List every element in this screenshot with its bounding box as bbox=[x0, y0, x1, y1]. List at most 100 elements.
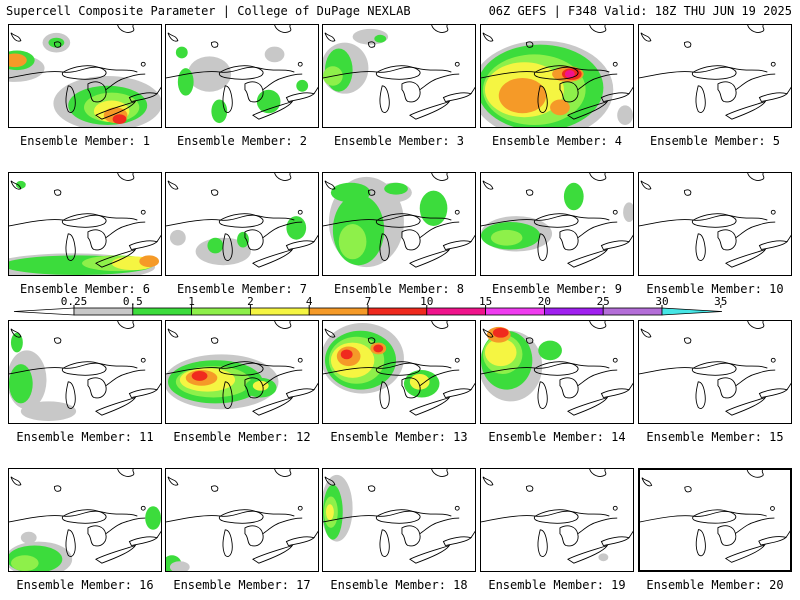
header-left-title: Supercell Composite Parameter | College … bbox=[6, 4, 411, 18]
basemap-outline bbox=[408, 544, 451, 564]
scp-contour-orange bbox=[498, 77, 547, 114]
basemap-outline bbox=[65, 529, 76, 557]
basemap-outline bbox=[222, 529, 233, 557]
scp-contour-green bbox=[48, 37, 65, 48]
basemap-outline bbox=[313, 86, 318, 94]
basemap-outline bbox=[274, 173, 292, 181]
basemap-outline bbox=[105, 221, 146, 239]
colorbar-tick-label: 35 bbox=[714, 296, 727, 308]
basemap-outline bbox=[285, 536, 315, 546]
basemap-outline bbox=[167, 476, 179, 486]
ensemble-member-14-label: Ensemble Member: 14 bbox=[488, 430, 626, 444]
basemap-outline bbox=[166, 510, 295, 523]
basemap-outline bbox=[324, 32, 336, 42]
basemap-outline bbox=[53, 485, 62, 492]
basemap-outline bbox=[482, 32, 494, 42]
ensemble-member-11-label: Ensemble Member: 11 bbox=[16, 430, 154, 444]
scp-contour-green bbox=[563, 182, 584, 211]
basemap-outline bbox=[747, 173, 765, 181]
basemap-outline bbox=[785, 530, 790, 538]
ensemble-member-3-label: Ensemble Member: 3 bbox=[333, 134, 465, 148]
scp-contour-red bbox=[191, 371, 208, 381]
colorbar-tick-label: 7 bbox=[365, 296, 372, 308]
basemap-outline bbox=[408, 396, 451, 416]
basemap-outline bbox=[747, 321, 765, 329]
basemap-outline bbox=[683, 337, 692, 344]
basemap-outline bbox=[65, 233, 76, 261]
basemap-outline bbox=[481, 510, 610, 523]
basemap-outline bbox=[481, 66, 610, 79]
basemap-outline bbox=[210, 189, 219, 196]
scp-contour-green bbox=[175, 46, 188, 59]
basemap-outline bbox=[251, 100, 294, 120]
ensemble-member-20-label: Ensemble Member: 20 bbox=[646, 578, 784, 592]
basemap-outline bbox=[140, 505, 146, 511]
basemap-outline bbox=[53, 337, 62, 344]
scp-contour-gray bbox=[20, 531, 37, 544]
basemap-outline bbox=[210, 41, 219, 48]
basemap-outline bbox=[566, 396, 609, 416]
basemap-outline bbox=[297, 505, 303, 511]
ensemble-member-8-map bbox=[322, 172, 476, 276]
scp-contour-red bbox=[492, 327, 509, 338]
basemap-outline bbox=[156, 382, 161, 390]
basemap-outline bbox=[401, 81, 421, 103]
basemap-outline bbox=[408, 100, 451, 120]
basemap-outline bbox=[166, 66, 295, 79]
basemap-outline bbox=[218, 509, 264, 524]
scp-contour-yellow bbox=[409, 373, 430, 390]
basemap-outline bbox=[612, 357, 618, 363]
basemap-outline bbox=[94, 248, 137, 268]
basemap-outline bbox=[589, 25, 607, 33]
basemap-outline bbox=[94, 100, 137, 120]
basemap-outline bbox=[401, 525, 421, 547]
basemap-outline bbox=[251, 396, 294, 416]
basemap-outline bbox=[770, 209, 776, 215]
basemap-outline bbox=[537, 233, 548, 261]
basemap-outline bbox=[533, 213, 579, 228]
basemap-outline bbox=[313, 382, 318, 390]
basemap-outline bbox=[218, 213, 264, 228]
basemap-outline bbox=[717, 81, 737, 103]
ensemble-member-6-map bbox=[8, 172, 162, 276]
basemap-outline bbox=[724, 544, 766, 563]
ensemble-member-4-map bbox=[480, 24, 634, 128]
basemap-outline bbox=[442, 536, 472, 546]
scp-contour-orange bbox=[9, 53, 27, 68]
basemap-outline bbox=[525, 189, 534, 196]
basemap-outline bbox=[262, 369, 303, 387]
basemap-outline bbox=[313, 234, 318, 242]
basemap-outline bbox=[442, 240, 472, 250]
scp-contour-green bbox=[237, 231, 249, 248]
colorbar-segment bbox=[426, 307, 486, 316]
colorbar-segment bbox=[602, 307, 663, 316]
ensemble-member-15-label: Ensemble Member: 15 bbox=[646, 430, 784, 444]
basemap-outline bbox=[566, 248, 609, 268]
basemap-outline bbox=[222, 233, 233, 261]
basemap-outline bbox=[167, 328, 179, 338]
basemap-outline bbox=[600, 388, 630, 398]
ensemble-member-5-label: Ensemble Member: 5 bbox=[649, 134, 781, 148]
basemap-outline bbox=[117, 173, 135, 181]
basemap-outline bbox=[695, 85, 706, 113]
basemap-outline bbox=[600, 92, 630, 102]
scp-contour-lightgreen bbox=[10, 555, 39, 571]
basemap-outline bbox=[61, 361, 107, 376]
scp-contour-green bbox=[15, 180, 26, 189]
basemap-outline bbox=[94, 544, 137, 564]
scp-contour-green bbox=[538, 340, 562, 361]
basemap-outline bbox=[323, 66, 452, 79]
ensemble-member-14-map bbox=[480, 320, 634, 424]
basemap-outline bbox=[419, 221, 460, 239]
basemap-outline bbox=[105, 369, 146, 387]
basemap-outline bbox=[9, 362, 138, 375]
basemap-outline bbox=[128, 240, 158, 250]
basemap-outline bbox=[408, 248, 451, 268]
basemap-outline bbox=[577, 517, 618, 535]
basemap-outline bbox=[724, 396, 767, 416]
basemap-outline bbox=[559, 525, 579, 547]
colorbar-tick-label: 0.5 bbox=[123, 296, 143, 308]
ensemble-member-20-map bbox=[638, 468, 792, 572]
basemap-outline bbox=[639, 362, 768, 375]
basemap-outline bbox=[482, 180, 494, 190]
